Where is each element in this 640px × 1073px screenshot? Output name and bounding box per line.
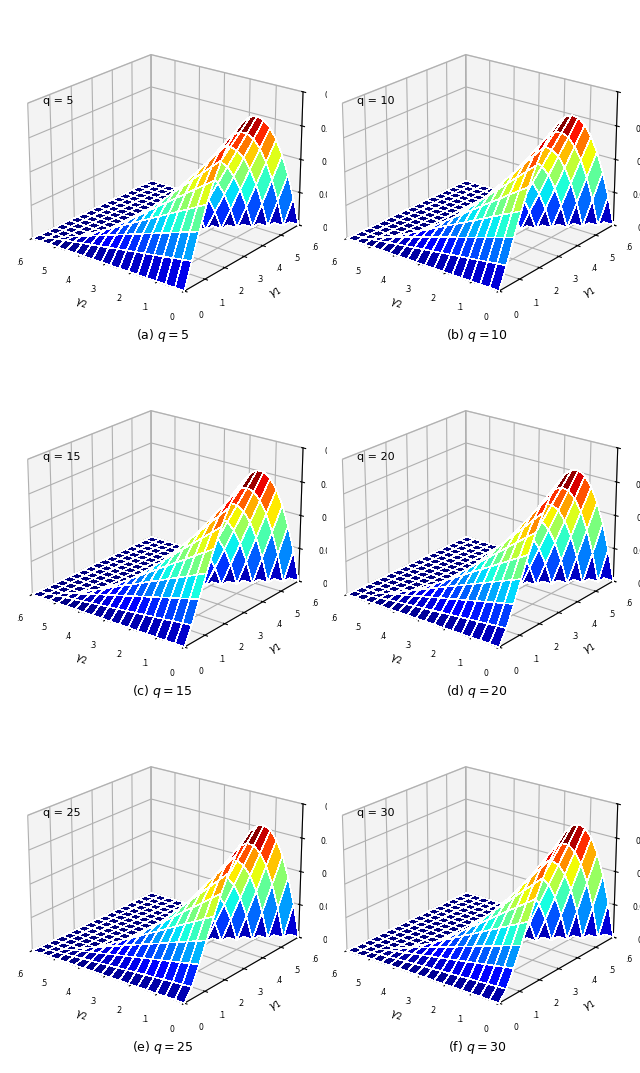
Y-axis label: $\gamma_1$: $\gamma_1$ bbox=[581, 284, 598, 302]
Title: (d) $q = 20$: (d) $q = 20$ bbox=[446, 682, 508, 700]
X-axis label: $\gamma_2$: $\gamma_2$ bbox=[73, 652, 89, 667]
Y-axis label: $\gamma_1$: $\gamma_1$ bbox=[581, 641, 598, 658]
X-axis label: $\gamma_2$: $\gamma_2$ bbox=[73, 1009, 89, 1024]
Title: (f) $q = 30$: (f) $q = 30$ bbox=[448, 1039, 507, 1056]
X-axis label: $\gamma_2$: $\gamma_2$ bbox=[388, 652, 404, 667]
Text: q = 25: q = 25 bbox=[43, 808, 81, 818]
Title: (e) $q = 25$: (e) $q = 25$ bbox=[132, 1039, 193, 1056]
Y-axis label: $\gamma_1$: $\gamma_1$ bbox=[581, 997, 598, 1014]
Text: q = 5: q = 5 bbox=[43, 95, 73, 106]
Y-axis label: $\gamma_1$: $\gamma_1$ bbox=[266, 997, 284, 1014]
Text: q = 20: q = 20 bbox=[358, 452, 395, 461]
X-axis label: $\gamma_2$: $\gamma_2$ bbox=[388, 296, 404, 311]
Y-axis label: $\gamma_1$: $\gamma_1$ bbox=[266, 284, 284, 302]
Y-axis label: $\gamma_1$: $\gamma_1$ bbox=[266, 641, 284, 658]
Title: (c) $q = 15$: (c) $q = 15$ bbox=[132, 682, 193, 700]
Text: q = 30: q = 30 bbox=[358, 808, 395, 818]
Title: (b) $q = 10$: (b) $q = 10$ bbox=[446, 327, 508, 343]
Title: (a) $q = 5$: (a) $q = 5$ bbox=[136, 327, 189, 343]
X-axis label: $\gamma_2$: $\gamma_2$ bbox=[388, 1009, 404, 1024]
X-axis label: $\gamma_2$: $\gamma_2$ bbox=[73, 296, 89, 311]
Text: q = 10: q = 10 bbox=[358, 95, 395, 106]
Text: q = 15: q = 15 bbox=[43, 452, 80, 461]
